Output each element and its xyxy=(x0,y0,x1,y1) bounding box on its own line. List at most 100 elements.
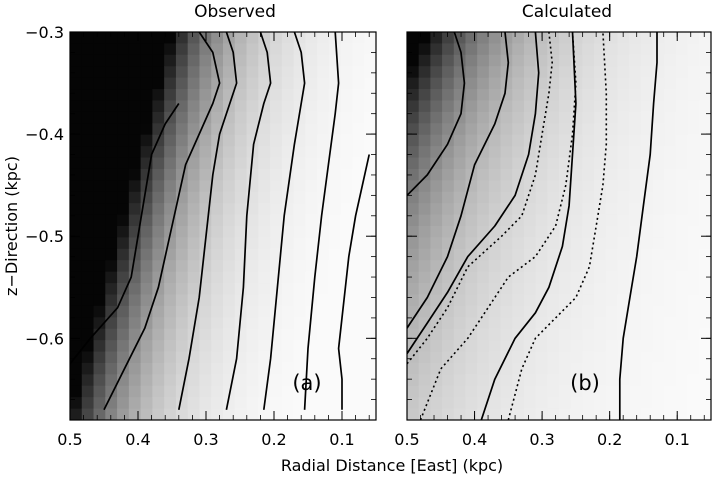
heatmap-cell xyxy=(70,305,83,318)
heatmap-cell xyxy=(430,43,443,56)
heatmap-cell xyxy=(523,111,537,124)
heatmap-cell xyxy=(500,146,513,159)
heatmap-cell xyxy=(223,146,236,159)
heatmap-cell xyxy=(605,328,619,341)
heatmap-cell xyxy=(305,54,318,67)
heatmap-cell xyxy=(640,43,654,56)
heatmap-cell xyxy=(699,111,711,124)
heatmap-cell xyxy=(418,203,431,216)
heatmap-cell xyxy=(305,397,318,410)
heatmap-cell xyxy=(512,32,525,45)
heatmap-cell xyxy=(364,374,376,387)
heatmap-cell xyxy=(246,203,259,216)
heatmap-cell xyxy=(105,248,118,261)
heatmap-cell xyxy=(594,374,607,387)
heatmap-cell xyxy=(305,123,318,136)
heatmap-cell xyxy=(246,157,259,170)
heatmap-cell xyxy=(699,77,711,90)
heatmap-cell xyxy=(293,54,306,67)
heatmap-cell xyxy=(81,294,95,307)
heatmap-cell xyxy=(81,66,95,79)
heatmap-cell xyxy=(488,203,502,216)
heatmap-cell xyxy=(199,283,212,296)
heatmap-cell xyxy=(512,305,525,318)
heatmap-cell xyxy=(293,157,306,170)
heatmap-cell xyxy=(328,248,342,261)
heatmap-cell xyxy=(453,168,467,181)
heatmap-cell xyxy=(407,134,420,147)
heatmap-cell xyxy=(605,123,619,136)
heatmap-cell xyxy=(430,351,443,364)
heatmap-cell xyxy=(93,32,106,45)
heatmap-cell xyxy=(664,305,677,318)
heatmap-cell xyxy=(430,328,443,341)
heatmap-cell xyxy=(105,157,118,170)
heatmap-cell xyxy=(523,374,537,387)
heatmap-cell xyxy=(152,385,165,398)
heatmap-cell xyxy=(640,351,654,364)
heatmap-cell xyxy=(675,271,689,284)
heatmap-cell xyxy=(70,226,83,239)
heatmap-cell xyxy=(594,89,607,102)
heatmap-cell xyxy=(652,305,665,318)
heatmap-cell xyxy=(465,397,478,410)
heatmap-cell xyxy=(328,157,342,170)
heatmap-cell xyxy=(223,66,236,79)
heatmap-cell xyxy=(675,77,689,90)
heatmap-cell xyxy=(175,32,189,45)
heatmap-cell xyxy=(500,123,513,136)
heatmap-cell xyxy=(652,271,665,284)
heatmap-cell xyxy=(699,260,711,273)
heatmap-cell xyxy=(407,271,420,284)
heatmap-cell xyxy=(664,237,677,250)
heatmap-cell xyxy=(340,294,354,307)
heatmap-cell xyxy=(270,180,283,193)
heatmap-cell xyxy=(617,100,630,113)
heatmap-cell xyxy=(559,260,572,273)
heatmap-cell xyxy=(70,408,83,420)
heatmap-cell xyxy=(407,203,420,216)
heatmap-cell xyxy=(547,157,560,170)
heatmap-cell xyxy=(652,226,665,239)
heatmap-cell xyxy=(582,271,595,284)
heatmap-cell xyxy=(305,32,318,45)
heatmap-cell xyxy=(293,283,306,296)
heatmap-cell xyxy=(187,283,201,296)
heatmap-cell xyxy=(317,77,330,90)
heatmap-cell xyxy=(317,157,330,170)
heatmap-cell xyxy=(281,374,295,387)
heatmap-cell xyxy=(352,168,365,181)
heatmap-cell xyxy=(477,271,490,284)
heatmap-cell xyxy=(675,408,689,420)
heatmap-cell xyxy=(117,351,130,364)
heatmap-cell xyxy=(407,191,420,204)
heatmap-cell xyxy=(352,157,365,170)
heatmap-cell xyxy=(407,123,420,136)
contour-line-5 xyxy=(419,32,577,420)
heatmap-cell xyxy=(547,397,560,410)
heatmap-cell xyxy=(223,362,236,375)
heatmap-cell xyxy=(340,191,354,204)
heatmap-cell xyxy=(281,214,295,227)
heatmap-cell xyxy=(70,260,83,273)
x-tick-label: 0.2 xyxy=(261,430,286,449)
heatmap-cell xyxy=(81,340,95,353)
heatmap-cell xyxy=(81,351,95,364)
heatmap-cell xyxy=(164,146,177,159)
heatmap-cell xyxy=(488,134,502,147)
heatmap-cell xyxy=(605,157,619,170)
heatmap-cell xyxy=(675,305,689,318)
heatmap-cell xyxy=(293,111,306,124)
heatmap-cell xyxy=(187,237,201,250)
heatmap-cell xyxy=(605,32,619,45)
heatmap-cell xyxy=(293,100,306,113)
heatmap-cell xyxy=(140,226,153,239)
heatmap-cell xyxy=(305,180,318,193)
heatmap-cell xyxy=(105,77,118,90)
heatmap-cell xyxy=(93,89,106,102)
heatmap-cell xyxy=(140,408,153,420)
heatmap-cell xyxy=(270,317,283,330)
heatmap-cell xyxy=(535,271,548,284)
y-tick-label: −0.3 xyxy=(25,23,64,42)
heatmap-cell xyxy=(281,146,295,159)
